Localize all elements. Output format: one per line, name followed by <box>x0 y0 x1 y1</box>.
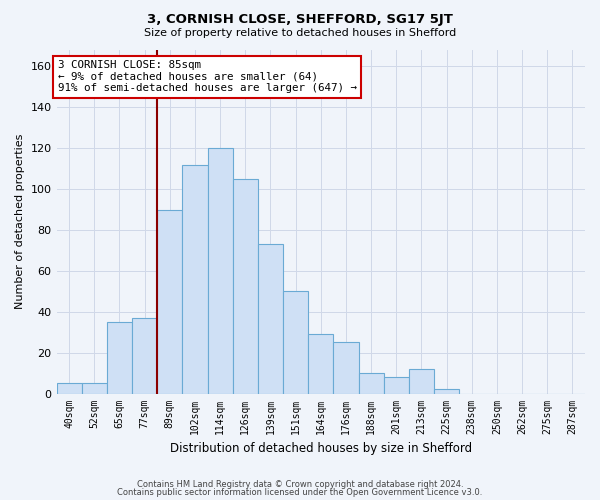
Bar <box>383 377 409 394</box>
Text: Contains HM Land Registry data © Crown copyright and database right 2024.: Contains HM Land Registry data © Crown c… <box>137 480 463 489</box>
Bar <box>56 384 82 394</box>
Bar <box>233 179 258 394</box>
Bar <box>208 148 233 394</box>
Text: Size of property relative to detached houses in Shefford: Size of property relative to detached ho… <box>144 28 456 38</box>
X-axis label: Distribution of detached houses by size in Shefford: Distribution of detached houses by size … <box>170 442 472 455</box>
Bar <box>157 210 182 394</box>
Text: Contains public sector information licensed under the Open Government Licence v3: Contains public sector information licen… <box>118 488 482 497</box>
Text: 3, CORNISH CLOSE, SHEFFORD, SG17 5JT: 3, CORNISH CLOSE, SHEFFORD, SG17 5JT <box>147 12 453 26</box>
Bar <box>258 244 283 394</box>
Bar <box>308 334 334 394</box>
Bar <box>132 318 157 394</box>
Bar <box>434 390 459 394</box>
Bar <box>82 384 107 394</box>
Bar <box>182 164 208 394</box>
Y-axis label: Number of detached properties: Number of detached properties <box>15 134 25 310</box>
Bar <box>359 373 383 394</box>
Bar <box>334 342 359 394</box>
Text: 3 CORNISH CLOSE: 85sqm
← 9% of detached houses are smaller (64)
91% of semi-deta: 3 CORNISH CLOSE: 85sqm ← 9% of detached … <box>58 60 357 94</box>
Bar <box>107 322 132 394</box>
Bar <box>409 369 434 394</box>
Bar <box>283 292 308 394</box>
